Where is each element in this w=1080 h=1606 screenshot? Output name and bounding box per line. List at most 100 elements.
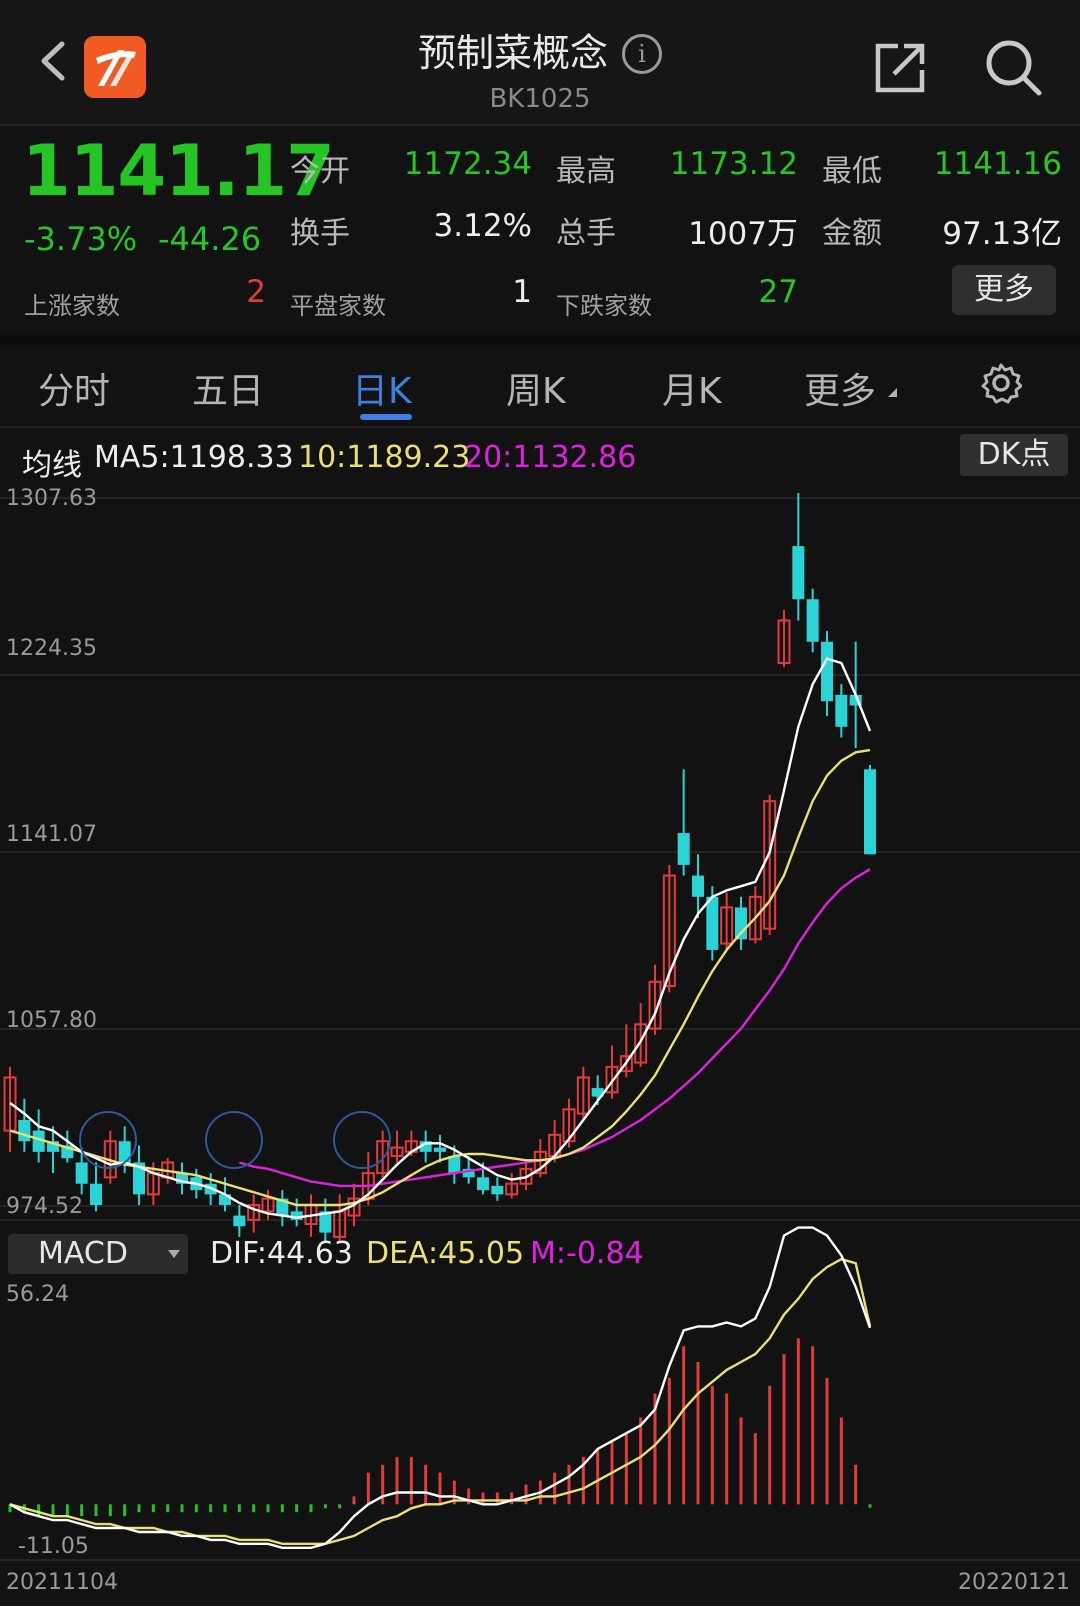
candle-body-down [233, 1215, 246, 1227]
signal-circle-icon [79, 1111, 137, 1169]
candle-body-up [519, 1167, 533, 1185]
divider [0, 124, 1080, 126]
dea-value: DEA:45.05 [366, 1236, 525, 1271]
candle-body-down [462, 1168, 475, 1178]
info-icon[interactable]: i [622, 34, 662, 74]
candle-body-down [849, 694, 862, 706]
more-button[interactable]: 更多 [952, 265, 1056, 315]
candle-body-up [648, 980, 662, 1030]
candle-body-up [376, 1140, 390, 1175]
volume-label: 总手 [556, 216, 616, 251]
candle-body-down [706, 896, 719, 950]
divider [0, 426, 1080, 428]
candle-body-down [692, 875, 704, 897]
share-icon[interactable] [872, 40, 930, 96]
candle-body-up [247, 1203, 261, 1221]
dropdown-arrow-icon [168, 1250, 180, 1258]
candle-body-down [90, 1183, 102, 1205]
candle-body-down [176, 1173, 188, 1184]
signal-circle-icon [205, 1111, 263, 1169]
open-value: 1172.34 [403, 146, 532, 182]
ma-label: 均线 [22, 448, 82, 483]
candle-body-down [419, 1141, 432, 1152]
low-value: 1141.16 [933, 146, 1062, 182]
dif-value: DIF:44.63 [210, 1236, 353, 1271]
down-count-label: 下跌家数 [556, 292, 652, 320]
candle-body-up [390, 1146, 404, 1158]
dk-point-button[interactable]: DK点 [960, 434, 1068, 476]
indicator-selector-label: MACD [38, 1236, 128, 1271]
candle-body-up [562, 1108, 576, 1143]
tab-monthly-k[interactable]: 月K [662, 371, 722, 412]
candle-body-up [261, 1197, 275, 1213]
amount-value: 97.13亿 [942, 216, 1062, 252]
candle-body-down [591, 1088, 604, 1097]
ma10-line [9, 748, 871, 1207]
board-code: BK1025 [489, 84, 591, 114]
candle-body-up [748, 895, 762, 941]
candle-body-down [290, 1211, 303, 1220]
section-divider [0, 335, 1080, 345]
candle-body-down [821, 641, 833, 702]
macd-m-value: M:-0.84 [530, 1236, 644, 1271]
tab-weekly-k[interactable]: 周K [506, 371, 566, 412]
ma20-value: 20:1132.86 [464, 440, 637, 475]
dropdown-caret-icon [888, 388, 897, 397]
candle-body-up [3, 1076, 17, 1132]
signal-circle-icon [333, 1111, 391, 1169]
back-arrow-icon[interactable] [32, 38, 78, 84]
macd-axis-label: 56.24 [6, 1282, 69, 1307]
turnover-value: 3.12% [433, 208, 532, 244]
tab-five-day[interactable]: 五日 [192, 371, 265, 412]
change-amount: -44.26 [158, 220, 262, 258]
candle-body-down [118, 1141, 131, 1163]
flat-count-label: 平盘家数 [290, 292, 386, 320]
candle-body-down [792, 546, 805, 600]
top-nav-bar [0, 0, 1080, 124]
candle-body-down [864, 769, 876, 855]
candle-body-down [133, 1162, 145, 1195]
candle-body-down [32, 1130, 45, 1152]
macd-axis-label: -11.05 [18, 1534, 89, 1559]
y-axis-label: 1224.35 [6, 636, 97, 661]
change-percent: -3.73% [24, 220, 138, 258]
gear-icon[interactable] [980, 362, 1022, 404]
candle-body-down [677, 833, 690, 865]
candle-body-down [434, 1147, 446, 1152]
tab-intraday[interactable]: 分时 [38, 371, 111, 412]
y-axis-label: 1307.63 [6, 486, 97, 511]
candle-body-down [47, 1141, 59, 1152]
ma5-value: MA5:1198.33 [94, 440, 294, 475]
dea-line [9, 1257, 872, 1545]
candle-body-down [491, 1185, 504, 1195]
y-axis-label: 1057.80 [6, 1008, 97, 1033]
amount-label: 金额 [822, 216, 882, 251]
up-count-value: 2 [246, 274, 266, 310]
y-axis-label: 974.52 [6, 1194, 83, 1219]
x-axis-start: 20211104 [6, 1570, 118, 1595]
logo-icon [96, 50, 136, 86]
indicator-selector[interactable]: MACD [8, 1234, 188, 1274]
y-axis-label: 1141.07 [6, 822, 97, 847]
tab-more[interactable]: 更多 [804, 371, 877, 412]
dif-line [9, 1226, 872, 1549]
candle-body-up [619, 1055, 633, 1073]
ma10-value: 10:1189.23 [298, 440, 471, 475]
candle-body-down [18, 1119, 31, 1142]
candle-body-down [477, 1177, 489, 1191]
candle-body-up [576, 1076, 590, 1115]
high-label: 最高 [556, 154, 616, 189]
candle-body-down [319, 1211, 332, 1233]
open-label: 今开 [290, 154, 350, 189]
current-price: 1141.17 [22, 130, 335, 212]
active-tab-indicator [360, 414, 412, 420]
search-icon[interactable] [984, 38, 1044, 98]
candle-body-down [448, 1156, 461, 1174]
x-axis-end: 20220121 [958, 1570, 1070, 1595]
page-title: 预制菜概念 i [0, 22, 1080, 77]
turnover-label: 换手 [290, 216, 350, 251]
candle-body-down [75, 1162, 88, 1184]
tab-daily-k[interactable]: 日K [352, 371, 412, 412]
candle-body-down [806, 599, 819, 642]
volume-value: 1007万 [688, 216, 798, 252]
